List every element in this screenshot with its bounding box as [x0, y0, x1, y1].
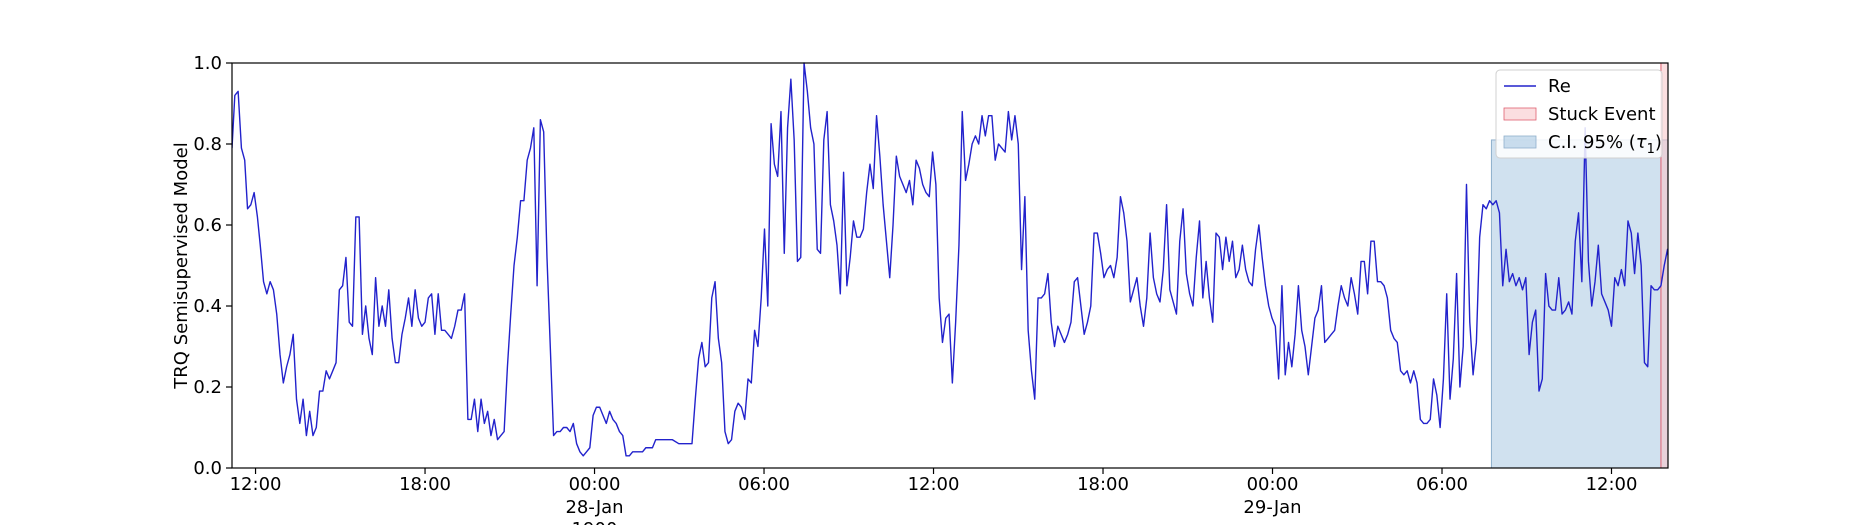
x-tick-label: 12:00: [230, 474, 282, 495]
legend: Re Stuck Event C.I. 95% (τ1): [1495, 69, 1663, 159]
series-line-re: [232, 62, 1668, 457]
x-tick-label: 06:00: [738, 474, 790, 495]
x-tick-label: 06:00: [1416, 474, 1468, 495]
legend-label-re: Re: [1548, 76, 1571, 97]
legend-box: [1495, 69, 1663, 159]
x-tick-sublabel: 1900: [572, 519, 618, 525]
y-tick-label: 0.4: [193, 296, 222, 317]
x-tick-label: 00:00: [569, 474, 621, 495]
legend-label-stuck: Stuck Event: [1548, 104, 1656, 125]
confidence-interval-region: [1490, 139, 1669, 469]
x-tick-label: 12:00: [1586, 474, 1638, 495]
plot-area-frame: [231, 62, 1669, 469]
y-axis-label: TRQ Semisupervised Model: [171, 142, 192, 389]
y-tick-label: 0.6: [193, 215, 222, 236]
x-tick-sublabel: 29-Jan: [1243, 497, 1301, 518]
x-tick-sublabel: 28-Jan: [565, 497, 623, 518]
x-tick-label: 00:00: [1247, 474, 1299, 495]
y-tick-label: 0.8: [193, 134, 222, 155]
x-tick-label: 18:00: [399, 474, 451, 495]
x-tick-label: 12:00: [908, 474, 960, 495]
legend-swatch-ci: [1503, 135, 1537, 149]
y-tick-label: 1.0: [193, 53, 222, 74]
legend-label-ci: C.I. 95% (τ1): [1548, 132, 1662, 157]
y-tick-label: 0.0: [193, 458, 222, 479]
legend-swatch-stuck: [1503, 107, 1537, 121]
x-tick-label: 18:00: [1077, 474, 1129, 495]
y-tick-label: 0.2: [193, 377, 222, 398]
